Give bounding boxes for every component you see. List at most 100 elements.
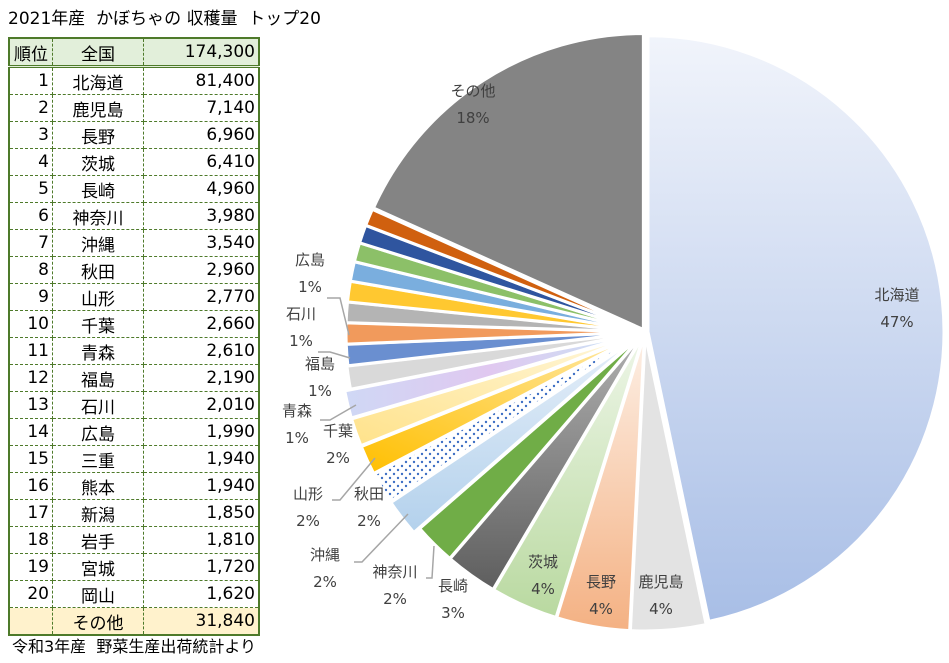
data-label: 沖縄 2% [310,542,340,596]
data-label: 茨城 4% [528,549,558,603]
table-row: 20 岡山 1,620 [8,580,260,608]
data-label-percent: 18% [456,109,490,127]
data-label-percent: 2% [313,573,337,591]
data-label: 北海道 47% [874,282,919,336]
leader-line [320,404,357,421]
data-label: 石川 1% [286,301,316,355]
prefecture-cell: 熊本 [52,472,144,500]
data-label-name: その他 [450,82,496,100]
data-label-name: 秋田 [353,485,385,503]
pie-slice-青森 [342,332,636,420]
rank-cell: 13 [8,391,53,419]
prefecture-cell: 宮城 [52,553,144,581]
value-cell: 1,810 [143,526,260,554]
pie-slice-岡山 [363,207,643,333]
leader-line [327,297,350,336]
value-cell: 1,940 [143,472,260,500]
prefecture-cell: 岡山 [52,580,144,608]
table-row: 3 長野 6,960 [8,121,260,149]
rank-cell: 1 [8,66,53,95]
table-row: 1 北海道 81,400 [8,66,260,95]
value-cell: 3,540 [143,229,260,257]
data-label-name: 福島 [304,355,336,373]
leader-line [354,513,409,563]
rank-cell: 14 [8,418,53,446]
data-label-name: 青森 [281,402,313,420]
data-label: 山形 2% [293,481,323,535]
data-label-name: 長崎 [437,577,469,595]
table-row: その他 31,840 [8,607,260,636]
value-cell: 2,660 [143,310,260,338]
data-label: その他 18% [450,78,495,132]
rank-cell: 15 [8,445,53,473]
value-cell: 6,960 [143,121,260,149]
prefecture-cell: 広島 [52,418,144,446]
data-label-percent: 2% [383,590,407,608]
value-cell: 1,720 [143,553,260,581]
data-label-name: 山形 [292,485,324,503]
prefecture-cell: 北海道 [52,66,144,95]
prefecture-cell: 秋田 [52,256,144,284]
table-row: 15 三重 1,940 [8,445,260,473]
prefecture-cell: 鹿児島 [52,94,144,122]
table-row: 12 福島 2,190 [8,364,260,392]
data-label: 鹿児島 4% [638,569,683,623]
prefecture-cell: 全国 [52,37,144,68]
pie-slice-北海道 [646,34,946,624]
data-label: 千葉 2% [323,418,353,472]
data-label: 福島 1% [305,351,335,405]
data-label-percent: 2% [326,449,350,467]
value-cell: 2,610 [143,337,260,365]
data-label-percent: 47% [880,313,914,331]
data-label-percent: 2% [296,512,320,530]
prefecture-cell: 三重 [52,445,144,473]
data-label-percent: 2% [357,512,381,530]
table-row: 4 茨城 6,410 [8,148,260,176]
data-label-percent: 4% [589,600,613,618]
value-cell: 81,400 [143,66,260,95]
rank-cell: 3 [8,121,53,149]
data-label-percent: 1% [308,382,332,400]
table-row: 順位 全国 174,300 [8,37,260,68]
prefecture-cell: 長野 [52,121,144,149]
value-cell: 174,300 [143,37,260,68]
table-row: 10 千葉 2,660 [8,310,260,338]
prefecture-cell: 福島 [52,364,144,392]
prefecture-cell: 千葉 [52,310,144,338]
table-row: 19 宮城 1,720 [8,553,260,581]
data-label: 神奈川 2% [372,559,417,613]
table-row: 7 沖縄 3,540 [8,229,260,257]
value-cell: 31,840 [143,607,260,636]
data-label-name: 神奈川 [372,563,418,581]
chart-title: 2021年産 かぼちゃの 収穫量 トップ20 [8,9,321,29]
data-label-name: 広島 [294,251,326,269]
rank-cell [8,607,53,636]
data-label-percent: 1% [285,429,309,447]
data-label-percent: 1% [298,278,322,296]
data-label: 長野 4% [586,569,616,623]
data-label-name: 北海道 [874,286,920,304]
data-label-name: 長野 [585,573,617,591]
value-cell: 3,980 [143,202,260,230]
rank-cell: 11 [8,337,53,365]
source-note: 令和3年産 野菜生産出荷統計より [12,637,257,656]
prefecture-cell: 青森 [52,337,144,365]
leader-line [332,457,376,501]
data-label-percent: 3% [441,604,465,622]
value-cell: 1,850 [143,499,260,527]
prefecture-cell: 山形 [52,283,144,311]
rank-cell: 18 [8,526,53,554]
prefecture-cell: 長崎 [52,175,144,203]
table-row: 16 熊本 1,940 [8,472,260,500]
rank-cell: 順位 [8,37,53,68]
data-label-name: 鹿児島 [638,573,684,591]
data-label-percent: 4% [531,580,555,598]
value-cell: 2,770 [143,283,260,311]
data-label-name: 茨城 [527,553,559,571]
ranking-table: 順位 全国 174,300 1 北海道 81,400 2 鹿児島 7,140 3 長野 6,960 4 茨… [8,37,260,636]
data-label-percent: 4% [649,600,673,618]
rank-cell: 7 [8,229,53,257]
data-label: 秋田 2% [354,481,384,535]
value-cell: 1,620 [143,580,260,608]
